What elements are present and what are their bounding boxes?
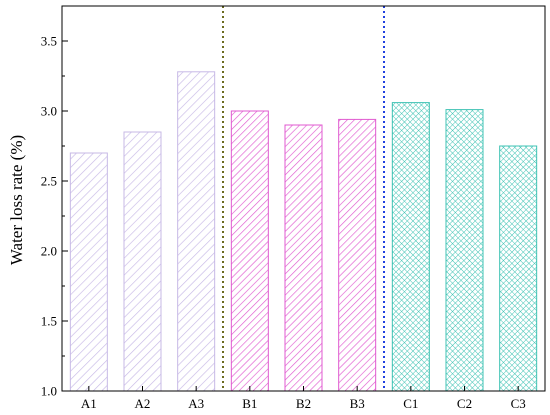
x-tick-label-c2: C2: [457, 396, 472, 411]
y-axis-title: Water loss rate (%): [7, 135, 26, 265]
bar-a2: [123, 131, 162, 392]
x-tick-label-c3: C3: [511, 396, 526, 411]
y-tick-label: 3.0: [41, 104, 57, 119]
x-tick-label-b1: B1: [242, 396, 257, 411]
bar-b1: [230, 110, 269, 392]
bar-c1: [391, 102, 430, 392]
y-tick-label: 2.5: [41, 174, 57, 189]
y-axis: 1.0 1.5 2.0 2.5 3.0 3.5: [41, 5, 68, 399]
x-tick-label-c1: C1: [403, 396, 418, 411]
bar-a3: [177, 71, 216, 392]
y-tick-label: 2.0: [41, 244, 57, 259]
bars: [69, 71, 538, 392]
bar-a1: [69, 152, 108, 392]
x-tick-label-b2: B2: [296, 396, 311, 411]
bar-c2: [445, 109, 484, 392]
bar-c3: [499, 145, 538, 392]
y-tick-label: 1.5: [41, 314, 57, 329]
x-tick-label-a3: A3: [188, 396, 204, 411]
group-separators: [222, 6, 385, 391]
x-tick-label-a1: A1: [81, 396, 97, 411]
bar-b3: [338, 118, 377, 392]
x-tick-label-b3: B3: [350, 396, 365, 411]
x-tick-label-a2: A2: [135, 396, 151, 411]
y-tick-label: 1.0: [41, 384, 57, 399]
y-tick-label: 3.5: [41, 34, 57, 49]
bar-b2: [284, 124, 323, 392]
x-axis: A1 A2 A3 B1 B2 B3 C1 C2 C3: [81, 386, 526, 411]
